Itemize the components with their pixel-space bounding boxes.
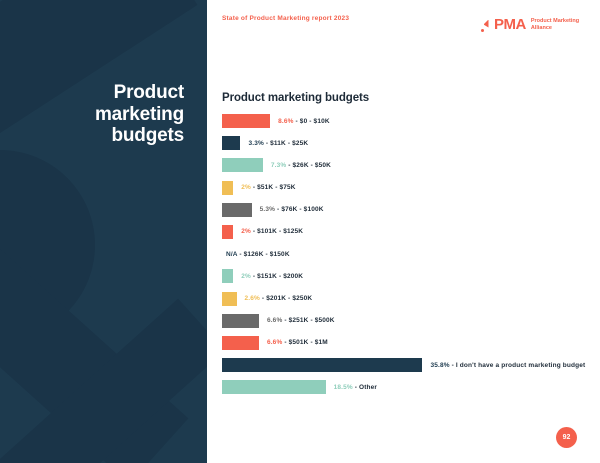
chart-bar [222,313,259,328]
chart-bar-range: - $101K - $125K [250,228,304,236]
chart-row: 2% - $51K - $75K [222,180,592,195]
chart-row: 2.6% - $201K - $250K [222,291,592,306]
chart-bar-label: 35.8% - I don't have a product marketing… [430,362,585,369]
page-title-line: Product [113,82,185,103]
chart-bar-percent: 2.6% [244,295,260,302]
chart-bar-percent: 7.3% [270,161,287,169]
chart-bar-range: - Other [352,383,378,391]
chart-bar-label: 2% - $51K - $75K [241,184,295,191]
chart-bar [222,358,423,373]
chart-bar-range: - I don't have a product marketing budge… [449,361,586,369]
chart-row: 35.8% - I don't have a product marketing… [222,358,592,373]
chart-row: 2% - $151K - $200K [222,269,592,284]
chart-row: 5.3% - $76K - $100K [222,202,592,217]
chart-bar-range: - $251K - $500K [282,317,335,325]
chart-title: Product marketing budgets [222,92,370,104]
chart-bar-percent: 35.8% [430,361,450,369]
chart-bar-range: - $51K - $75K [250,184,296,192]
page-title: Product marketing budgets [95,82,184,147]
chart-bar-label: 6.6% - $251K - $500K [267,317,335,324]
sidebar-panel: Product marketing budgets [0,0,207,463]
chart-bar-label: 18.5% - Other [334,384,378,391]
chart-bar [222,224,234,239]
chart-row: 18.5% - Other [222,380,592,395]
chart-bar-label: 5.3% - $76K - $100K [260,206,324,213]
chart-bar-range: - $26K - $50K [286,161,332,169]
chart-rows: 8.6% - $0 - $10K 3.3% - $11K - $25K 7.3% -… [222,114,592,395]
chart-bar-percent: 2% [241,272,251,280]
chart-bar-label: 7.3% - $26K - $50K [271,162,331,169]
chart-row: 3.3% - $11K - $25K [222,136,592,151]
chart-bar-label: 3.3% - $11K - $25K [248,140,308,147]
page-number-badge: 92 [556,427,577,448]
chart-bar-percent: 2% [241,228,251,236]
chart-bar [222,158,263,173]
chart-row: 8.6% - $0 - $10K [222,114,592,128]
chart-bar [222,380,326,395]
pma-logo-acronym: PMA [494,16,526,33]
chart-bar-range: - $11K - $25K [263,139,309,147]
chart-bar [222,180,234,195]
chart-row: 6.6% - $501K - $1M [222,335,592,350]
chart-bar-label: 2% - $151K - $200K [241,273,303,280]
report-name-label: State of Product Marketing report 2023 [222,15,350,22]
chart-bar-percent: 18.5% [333,383,353,391]
chart-bar-label: 6.6% - $501K - $1M [267,339,328,346]
chart-bar-percent: 6.6% [266,317,283,325]
chart-bar-range: - $76K - $100K [275,206,324,214]
chart-bar-percent: N/A [226,250,238,258]
budget-chart: Product marketing budgets 8.6% - $0 - $1… [222,92,592,402]
chart-bar-percent: 3.3% [248,139,264,147]
chart-bar-percent: 6.6% [266,339,283,347]
chart-bar-label: N/A - $126K - $150K [226,251,290,258]
chart-row: 7.3% - $26K - $50K [222,158,592,173]
chart-row: N/A - $126K - $150K [222,247,592,261]
chart-bar-label: 2% - $101K - $125K [241,228,303,235]
chart-bar-label: 2.6% - $201K - $250K [245,295,313,302]
chart-bar-range: - $201K - $250K [259,295,313,302]
page-title-line: budgets [111,125,185,146]
chart-bar-range: - $126K - $150K [237,250,290,258]
pma-logo-mark-icon [481,17,489,33]
chart-bar-range: - $501K - $1M [282,339,328,347]
page-title-line: marketing [94,103,184,125]
chart-bar [222,269,234,284]
chart-bar [222,202,252,217]
pma-logo-name-line: Product Marketing [530,17,580,24]
chart-bar-percent: 5.3% [259,206,276,214]
chart-row: 6.6% - $251K - $500K [222,313,592,328]
pma-logo-name-line: Alliance [530,24,552,31]
chart-bar-label: 8.6% - $0 - $10K [278,118,330,125]
chart-bar [222,136,241,151]
chart-bar-range: - $151K - $200K [250,272,304,280]
chart-bar [222,335,259,350]
chart-row: 2% - $101K - $125K [222,224,592,239]
chart-bar-percent: 2% [241,184,251,192]
chart-bar [222,114,271,128]
chart-bar-range: - $0 - $10K [293,117,330,125]
chart-bar-percent: 8.6% [278,117,294,125]
pma-logo: PMA Product Marketing Alliance [481,16,579,33]
chart-bar [222,291,237,306]
pma-logo-name: Product Marketing Alliance [531,18,579,32]
